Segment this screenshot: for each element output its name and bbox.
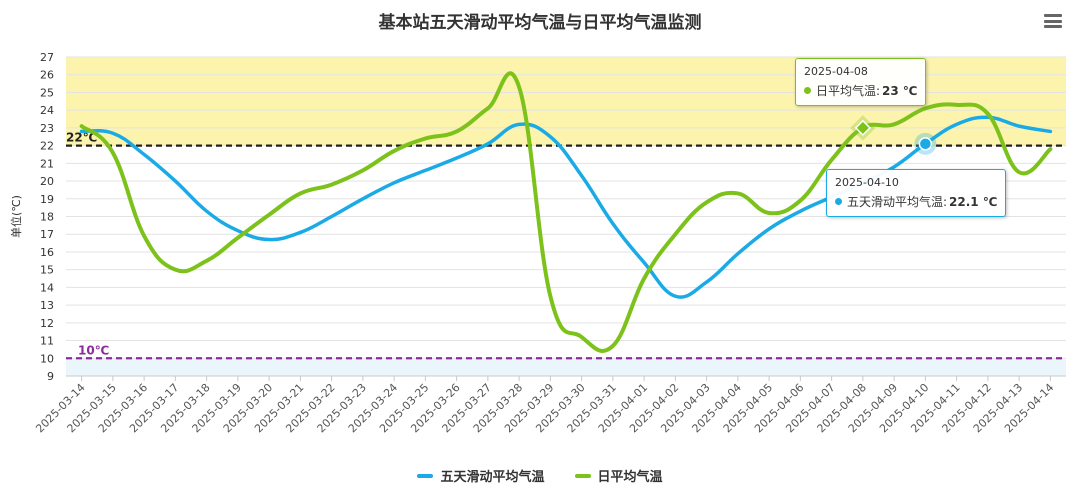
threshold-label: 22℃	[66, 131, 97, 145]
legend-item-five-day-avg[interactable]: 五天滑动平均气温	[417, 466, 545, 485]
y-tick-label: 13	[40, 299, 54, 312]
y-tick-label: 18	[40, 211, 54, 224]
y-tick-label: 10	[40, 352, 54, 365]
y-tick-label: 24	[40, 104, 54, 117]
legend-label: 日平均气温	[597, 470, 663, 485]
y-tick-label: 12	[40, 317, 54, 330]
legend: 五天滑动平均气温 日平均气温	[0, 466, 1080, 485]
series-line-five-day-avg[interactable]	[79, 115, 1053, 299]
y-axis-label: 单位(℃)	[9, 195, 23, 238]
tooltip-series-label: 日平均气温:	[816, 84, 881, 98]
y-tick-label: 19	[40, 193, 54, 206]
tooltip-date: 2025-04-10	[835, 176, 899, 189]
y-tick-label: 23	[40, 122, 54, 135]
plot-band	[66, 358, 1066, 376]
y-tick-label: 27	[40, 51, 54, 64]
tooltip-value: 22.1 ℃	[949, 194, 998, 209]
menu-icon[interactable]	[1042, 12, 1064, 30]
tooltip-five-day-avg: 2025-04-10 五天滑动平均气温: 22.1 ℃	[826, 169, 1007, 217]
tooltip-daily-avg: 2025-04-08 日平均气温: 23 ℃	[795, 58, 927, 106]
data-point-marker[interactable]	[854, 119, 872, 137]
y-tick-label: 11	[40, 335, 54, 348]
legend-label: 五天滑动平均气温	[440, 470, 545, 485]
legend-swatch-icon	[417, 473, 434, 478]
series-line-daily-avg[interactable]	[79, 71, 1053, 353]
y-tick-label: 22	[40, 140, 54, 153]
y-tick-label: 25	[40, 86, 54, 99]
y-tick-label: 16	[40, 246, 54, 259]
data-point-marker[interactable]	[918, 137, 933, 151]
series-dot-icon	[835, 198, 842, 205]
series-dot-icon	[804, 87, 811, 94]
tooltip-series-label: 五天滑动平均气温:	[847, 195, 948, 209]
chart-title: 基本站五天滑动平均气温与日平均气温监测	[378, 13, 702, 33]
tooltip-value: 23 ℃	[882, 83, 918, 98]
threshold-label: 10℃	[78, 343, 109, 357]
y-tick-label: 15	[40, 264, 54, 277]
tooltip-date: 2025-04-08	[804, 65, 868, 78]
legend-item-daily-avg[interactable]: 日平均气温	[574, 466, 663, 485]
y-tick-label: 14	[40, 281, 54, 294]
y-tick-label: 20	[40, 175, 54, 188]
y-tick-label: 21	[40, 157, 54, 170]
y-tick-label: 9	[47, 370, 54, 383]
y-tick-label: 17	[40, 228, 54, 241]
legend-swatch-icon	[574, 473, 591, 478]
y-tick-label: 26	[40, 69, 54, 82]
